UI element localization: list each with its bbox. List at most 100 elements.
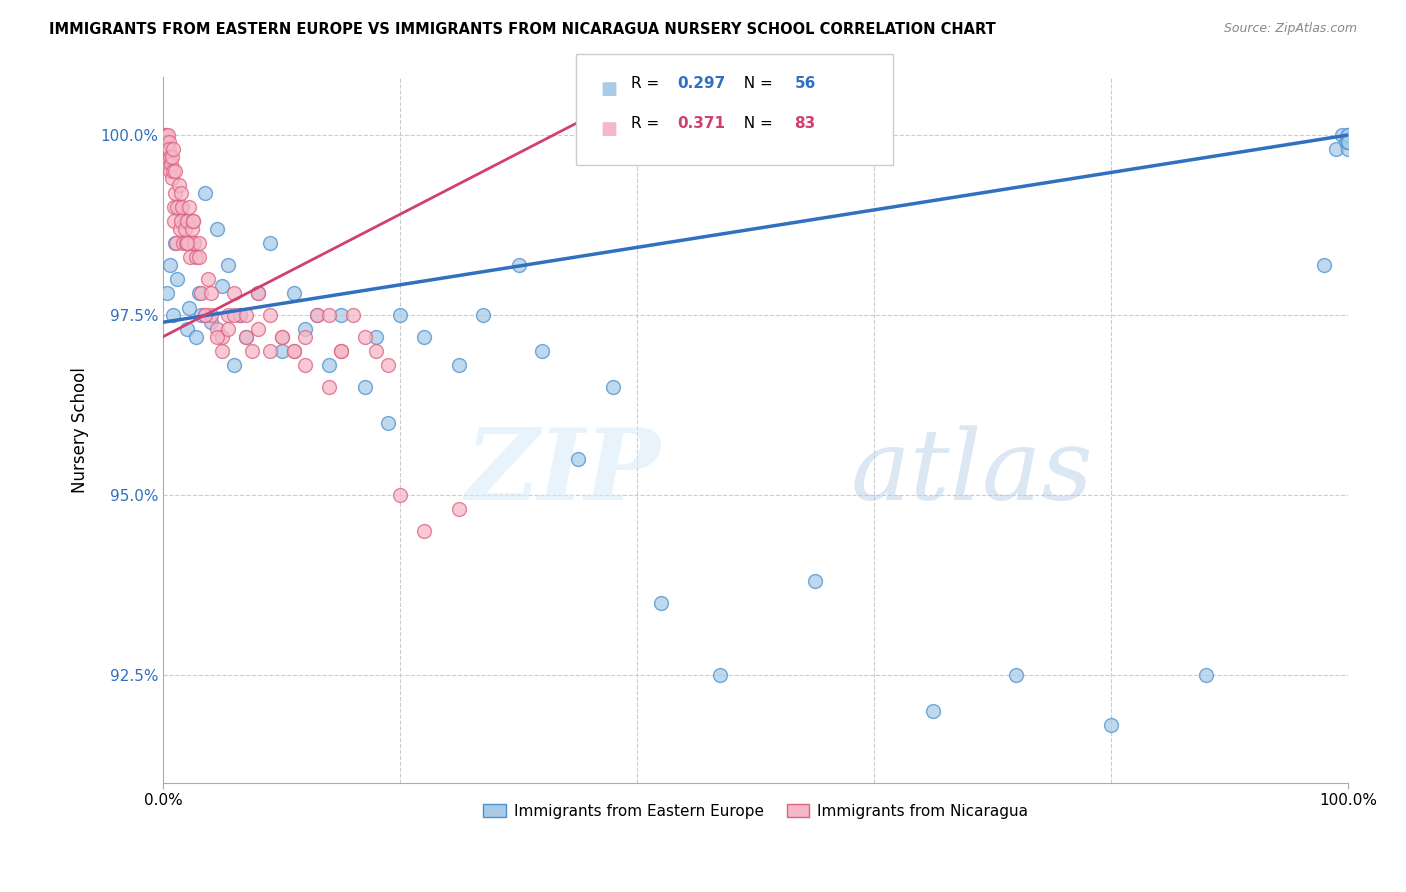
Point <box>342 308 364 322</box>
Point <box>318 308 340 322</box>
Point <box>229 308 252 322</box>
Point <box>165 164 187 178</box>
Point <box>389 488 412 502</box>
Point <box>190 286 212 301</box>
Point <box>194 186 217 200</box>
Point <box>1005 668 1028 682</box>
Point <box>205 329 228 343</box>
Point <box>246 286 269 301</box>
Point <box>176 322 198 336</box>
Point <box>170 186 193 200</box>
Point <box>377 416 399 430</box>
Point <box>229 308 252 322</box>
Text: R =: R = <box>631 76 665 91</box>
Point <box>1337 143 1360 157</box>
Point <box>1195 668 1218 682</box>
Point <box>166 200 188 214</box>
Point <box>211 344 233 359</box>
Point <box>235 308 257 322</box>
Point <box>205 322 228 336</box>
Point <box>246 322 269 336</box>
Point <box>156 286 179 301</box>
Point <box>194 308 217 322</box>
Point <box>179 251 201 265</box>
Point <box>187 286 209 301</box>
Point <box>162 143 184 157</box>
Point <box>270 329 292 343</box>
Text: ■: ■ <box>600 80 617 98</box>
Point <box>159 150 181 164</box>
Point <box>174 235 197 250</box>
Point <box>1337 128 1360 142</box>
Point <box>173 221 195 235</box>
Point <box>176 214 198 228</box>
Point <box>183 235 205 250</box>
Point <box>412 524 434 538</box>
Point <box>186 251 208 265</box>
Text: Source: ZipAtlas.com: Source: ZipAtlas.com <box>1223 22 1357 36</box>
Point <box>329 308 352 322</box>
Point <box>200 286 222 301</box>
Text: R =: R = <box>631 116 665 131</box>
Point <box>181 214 204 228</box>
Point <box>187 251 209 265</box>
Point <box>283 286 305 301</box>
Point <box>650 596 672 610</box>
Point <box>172 200 194 214</box>
Point <box>177 235 200 250</box>
Point <box>567 452 589 467</box>
Point <box>160 171 183 186</box>
Point <box>294 329 316 343</box>
Point <box>163 214 186 228</box>
Point <box>1330 128 1353 142</box>
Point <box>294 322 316 336</box>
Point <box>163 200 186 214</box>
Point <box>1099 718 1122 732</box>
Point <box>1334 135 1357 149</box>
Point <box>200 308 222 322</box>
Point <box>294 359 316 373</box>
Point <box>187 235 209 250</box>
Point <box>156 143 179 157</box>
Point <box>181 235 204 250</box>
Point <box>259 235 281 250</box>
Point <box>283 344 305 359</box>
Point <box>217 308 239 322</box>
Point <box>153 143 176 157</box>
Point <box>353 329 375 343</box>
Point <box>602 380 624 394</box>
Point <box>224 308 246 322</box>
Point <box>176 235 198 250</box>
Point <box>179 200 201 214</box>
Point <box>179 301 201 315</box>
Point <box>366 344 388 359</box>
Text: IMMIGRANTS FROM EASTERN EUROPE VS IMMIGRANTS FROM NICARAGUA NURSERY SCHOOL CORRE: IMMIGRANTS FROM EASTERN EUROPE VS IMMIGR… <box>49 22 995 37</box>
Point <box>1337 135 1360 149</box>
Point <box>449 502 471 516</box>
Point <box>318 380 340 394</box>
Point <box>217 258 239 272</box>
Point <box>162 164 184 178</box>
Point <box>270 329 292 343</box>
Point <box>449 359 471 373</box>
Point <box>329 344 352 359</box>
Point <box>156 128 179 142</box>
Point <box>170 200 193 214</box>
Point <box>156 150 179 164</box>
Point <box>377 359 399 373</box>
Text: atlas: atlas <box>851 425 1092 520</box>
Point <box>159 258 181 272</box>
Point <box>366 329 388 343</box>
Point <box>200 315 222 329</box>
Point <box>211 329 233 343</box>
Point <box>329 344 352 359</box>
Text: 0.297: 0.297 <box>678 76 725 91</box>
Point <box>307 308 329 322</box>
Point <box>270 344 292 359</box>
Point <box>1337 128 1360 142</box>
Point <box>224 359 246 373</box>
Point <box>169 221 191 235</box>
Point <box>194 308 217 322</box>
Point <box>240 344 263 359</box>
Point <box>508 258 530 272</box>
